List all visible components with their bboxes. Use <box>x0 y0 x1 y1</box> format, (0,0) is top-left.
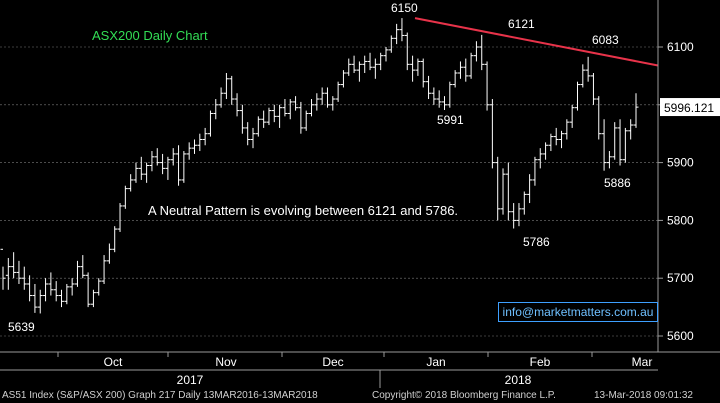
footer-index-info: AS51 Index (S&P/ASX 200) Graph 217 Daily… <box>2 390 318 401</box>
x-year-label: 2017 <box>177 373 204 387</box>
x-month-label: Mar <box>632 355 653 369</box>
y-tick-label: 5900 <box>667 156 694 170</box>
y-axis-panel <box>658 0 720 352</box>
y-tick-label: 5600 <box>667 329 694 343</box>
point-label-5886: 5886 <box>604 176 631 190</box>
last-price-box <box>660 98 720 117</box>
point-label-6083: 6083 <box>592 33 619 47</box>
trendline <box>414 17 659 67</box>
y-tick-label: 6100 <box>667 40 694 54</box>
price-bars <box>0 18 639 314</box>
x-month-label: Jan <box>426 355 445 369</box>
point-label-6150: 6150 <box>391 1 418 15</box>
point-labels: 5639 6150 6121 5991 6083 5786 5886 <box>8 1 631 334</box>
x-month-label: Nov <box>215 355 236 369</box>
footer-bar: AS51 Index (S&P/ASX 200) Graph 217 Daily… <box>0 388 720 403</box>
x-year-label: 2018 <box>505 373 532 387</box>
footer-copyright: Copyright© 2018 Bloomberg Finance L.P. <box>372 390 556 401</box>
chart-title: ASX200 Daily Chart <box>92 28 208 43</box>
x-month-label: Oct <box>104 355 123 369</box>
x-month-label: Feb <box>530 355 551 369</box>
y-tick-label: 5800 <box>667 213 694 227</box>
annotation-text: A Neutral Pattern is evolving between 61… <box>148 203 458 218</box>
footer-timestamp: 13-Mar-2018 09:01:32 <box>594 390 693 401</box>
point-label-6121: 6121 <box>508 17 535 31</box>
point-label-5991: 5991 <box>437 113 464 127</box>
last-price-label: 5996.121 <box>664 101 714 115</box>
point-label-5786: 5786 <box>523 235 550 249</box>
resistance-trendline <box>414 17 659 67</box>
point-label-5639: 5639 <box>8 320 35 334</box>
y-tick-label: 5700 <box>667 271 694 285</box>
y-axis: 5600570058005900600061005996.121 <box>657 0 720 352</box>
x-axis: Oct Nov Dec Jan Feb Mar 2017 2018 <box>0 351 720 388</box>
watermark-email: info@marketmatters.com.au <box>498 302 658 322</box>
x-month-label: Dec <box>322 355 343 369</box>
